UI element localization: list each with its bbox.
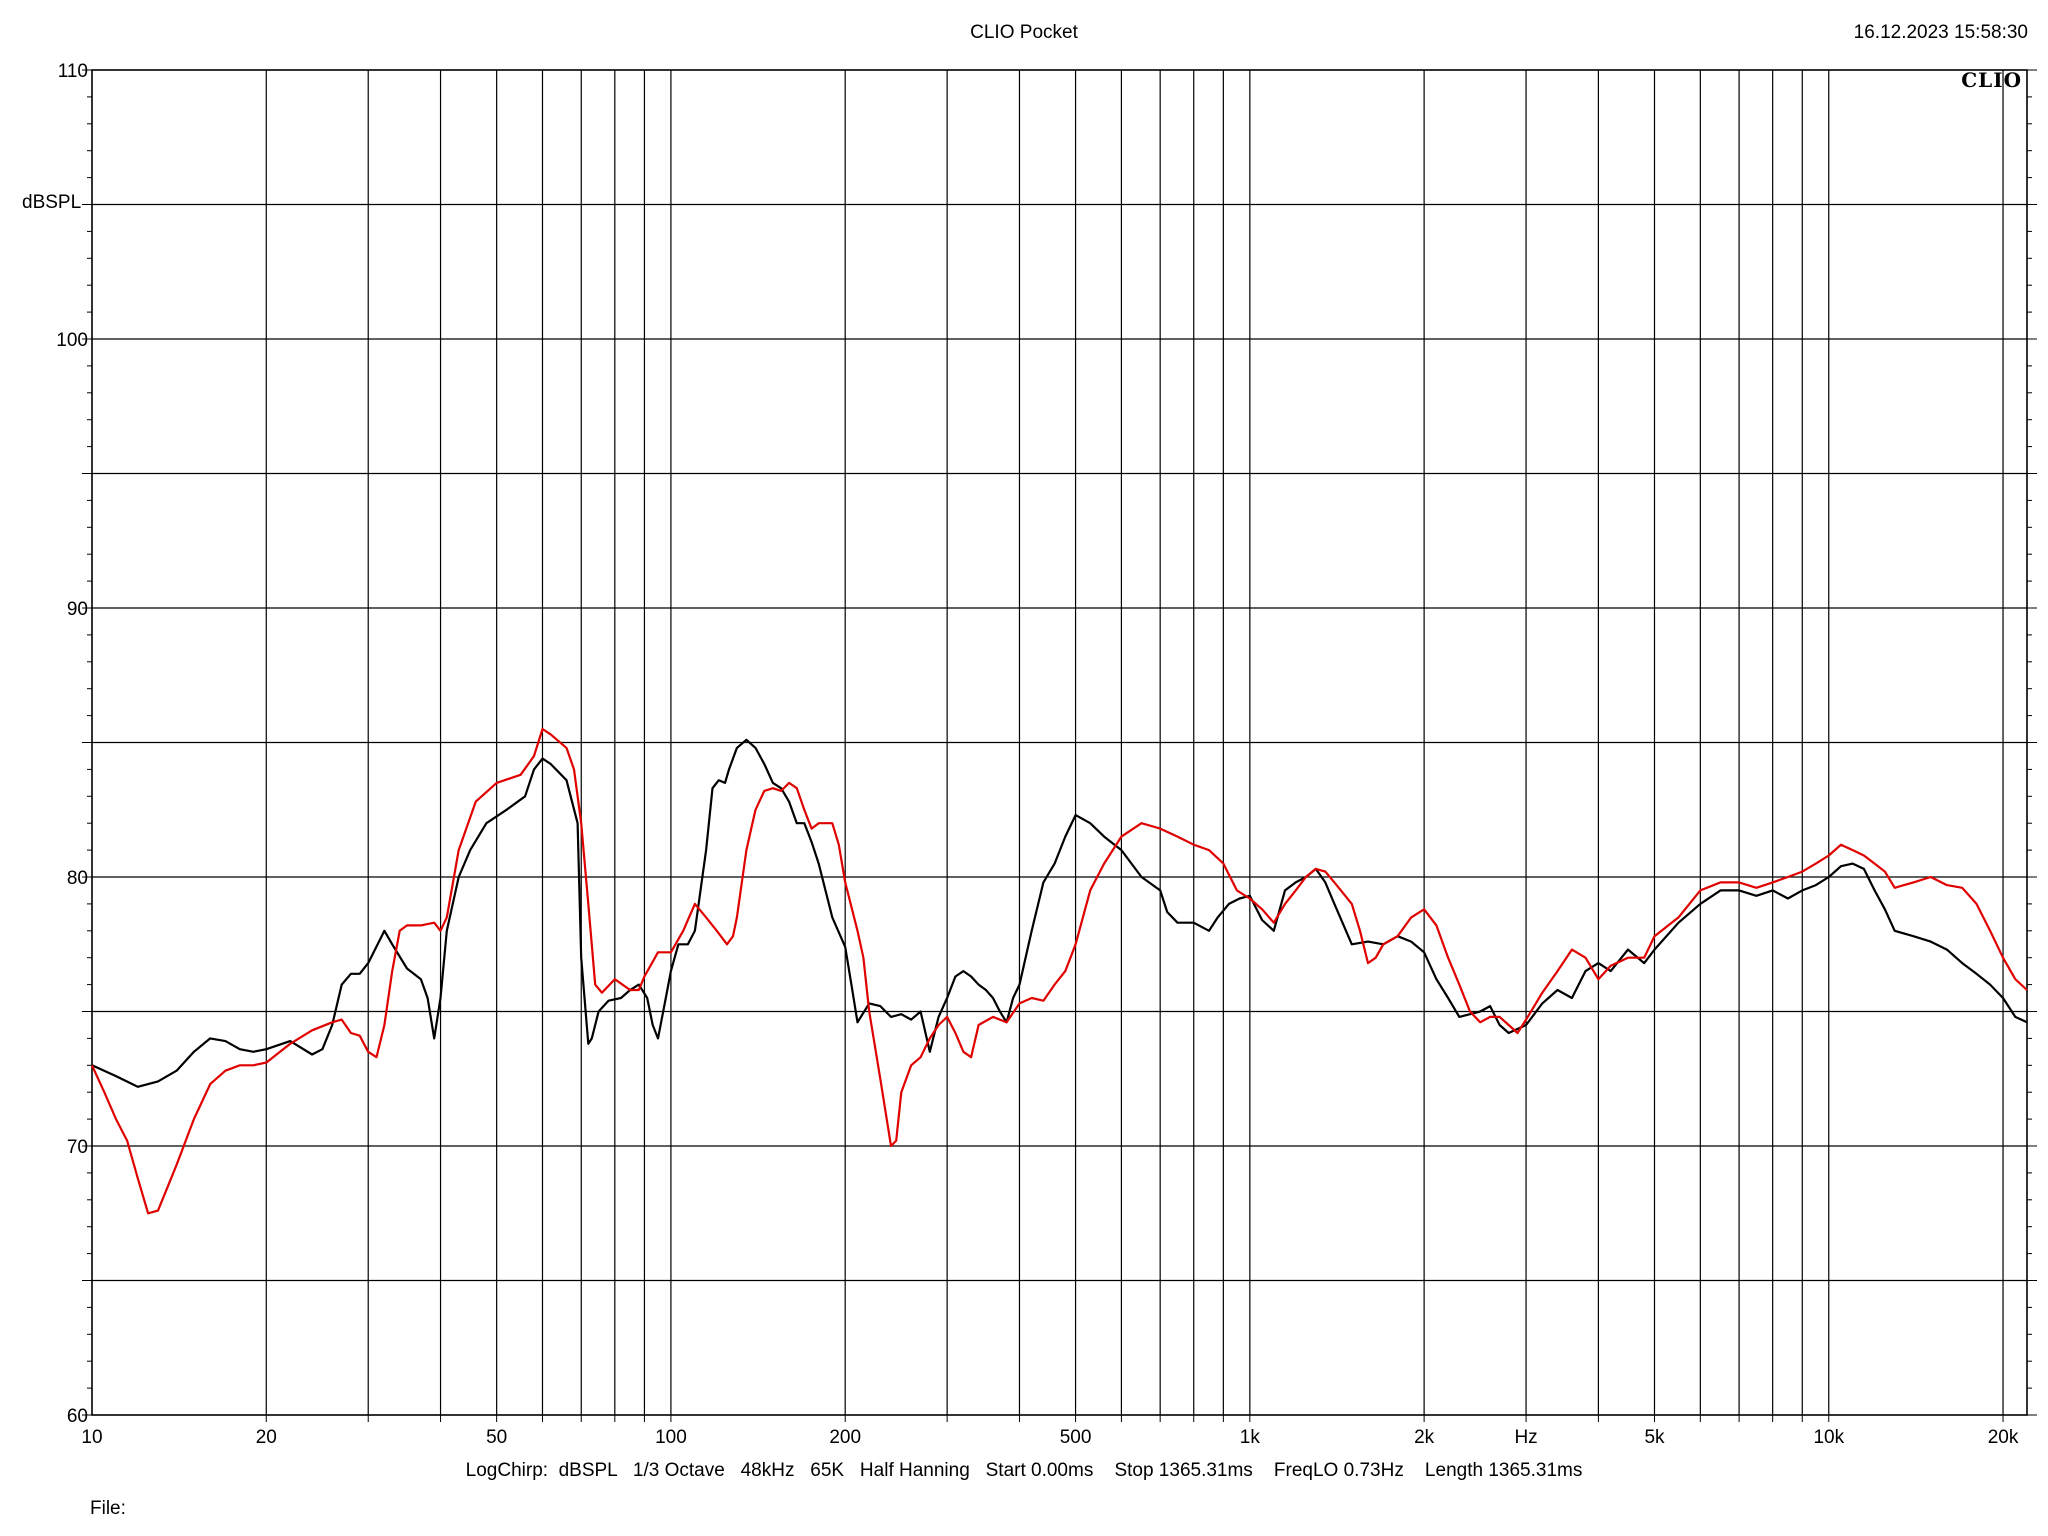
chart-title: CLIO Pocket — [970, 22, 1078, 43]
timestamp: 16.12.2023 15:58:30 — [1853, 22, 2028, 43]
y-tick-label: 110 — [58, 61, 88, 82]
x-tick-label: 5k — [1644, 1427, 1665, 1448]
y-tick-label: 60 — [67, 1406, 88, 1427]
x-tick-label: 100 — [655, 1427, 687, 1448]
series-red-line — [90, 727, 2028, 1215]
x-tick-label: 10k — [1813, 1427, 1844, 1448]
clio-logo: CLIO — [1961, 68, 2022, 92]
x-tick-label: 50 — [486, 1427, 507, 1448]
x-axis-label: Hz — [1514, 1427, 1537, 1448]
x-tick-label: 20 — [256, 1427, 277, 1448]
x-tick-label: 1k — [1240, 1427, 1261, 1448]
x-tick-label: 500 — [1060, 1427, 1092, 1448]
y-tick-label: 100 — [56, 330, 88, 351]
y-axis-label: dBSPL — [22, 192, 82, 213]
measurement-settings: LogChirp: dBSPL 1/3 Octave 48kHz 65K Hal… — [465, 1460, 1583, 1481]
x-tick-label: 20k — [1988, 1427, 2019, 1448]
x-tick-label: 200 — [829, 1427, 861, 1448]
y-tick-label: 80 — [67, 868, 88, 889]
y-tick-label: 70 — [67, 1137, 88, 1158]
y-tick-label: 90 — [67, 599, 88, 620]
file-label: File: — [90, 1498, 126, 1519]
x-tick-label: 2k — [1414, 1427, 1435, 1448]
x-tick-label: 10 — [81, 1427, 102, 1448]
